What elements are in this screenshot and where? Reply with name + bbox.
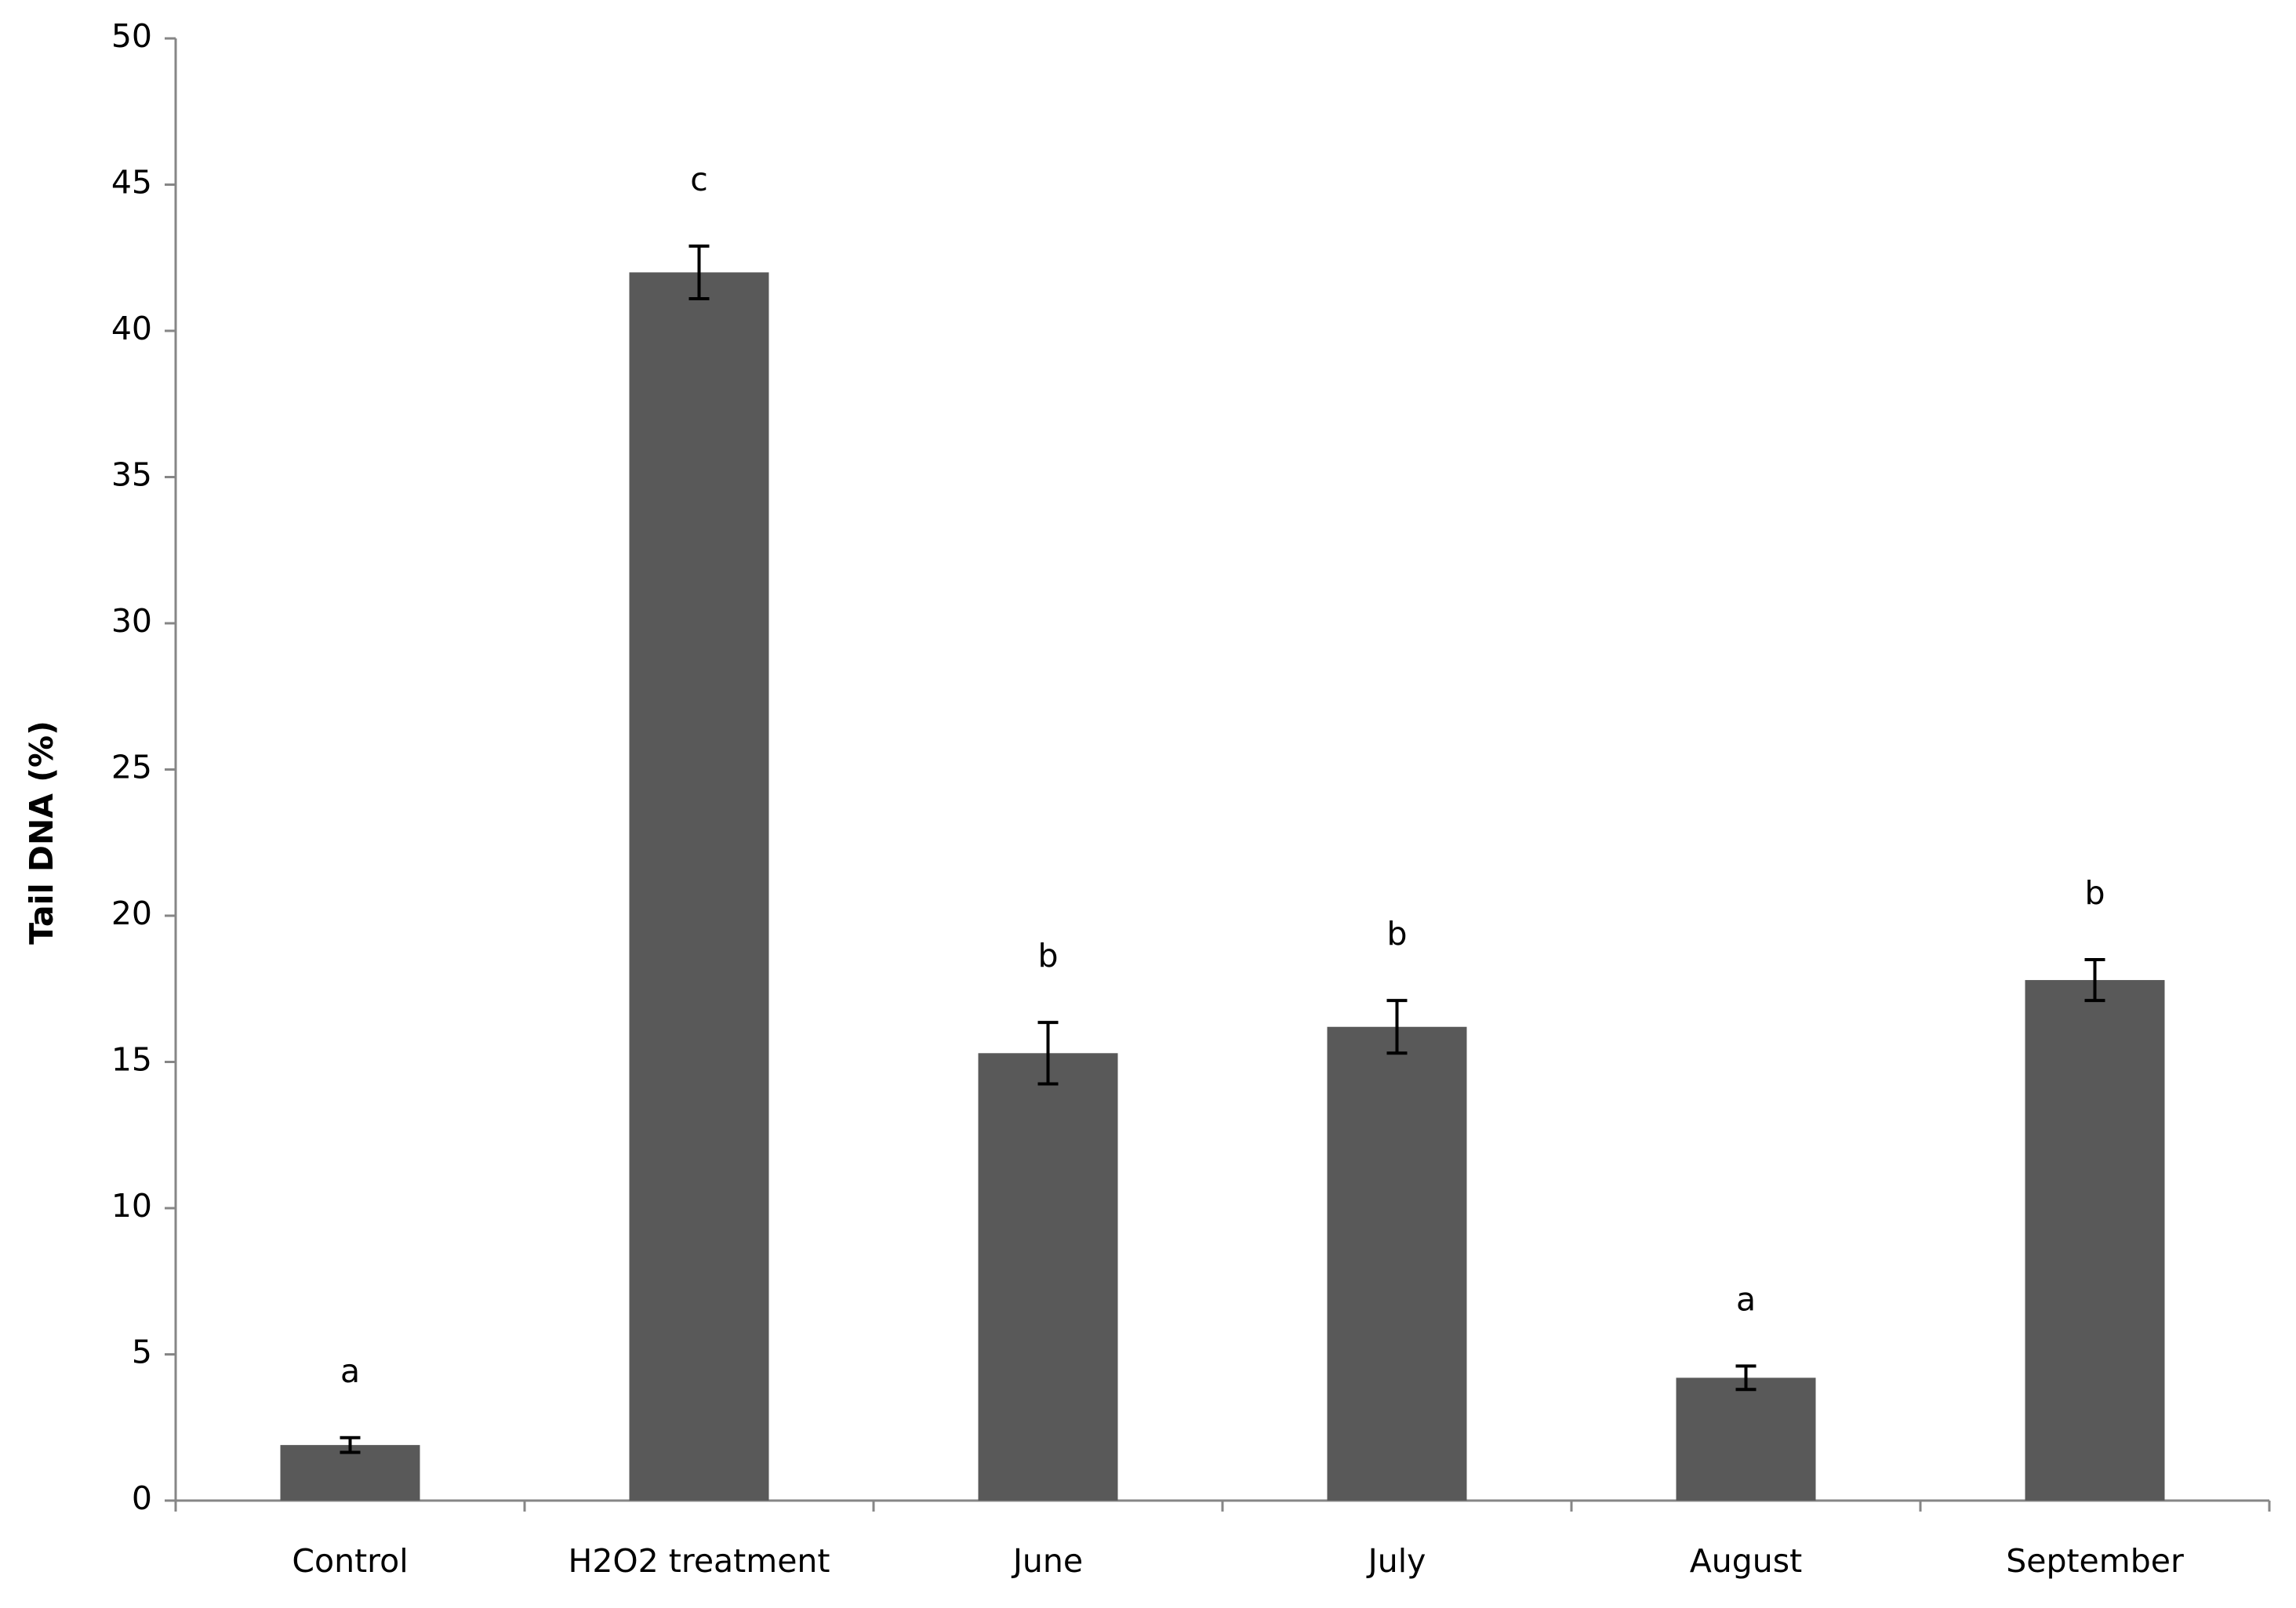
y-axis-label: Tail DNA (%) (23, 721, 60, 945)
y-tick-label: 25 (111, 749, 152, 786)
error-bar (1037, 1021, 1059, 1086)
y-tick-label: 50 (111, 17, 152, 55)
error-bar (688, 244, 710, 300)
y-tick-label: 40 (111, 310, 152, 347)
annotation: b (1037, 937, 1058, 975)
error-bar (1386, 999, 1408, 1055)
annotation: b (1386, 915, 1407, 953)
bar (2025, 980, 2165, 1501)
x-tick-label: August (1690, 1542, 1802, 1580)
y-tick-label: 15 (111, 1041, 152, 1079)
y-tick-label: 5 (132, 1334, 152, 1371)
x-tick-label: Control (292, 1542, 408, 1580)
x-tick-label: September (2006, 1542, 2184, 1580)
x-tick-label: June (1011, 1542, 1083, 1580)
annotation: a (340, 1352, 360, 1390)
x-tick-label: July (1366, 1542, 1426, 1580)
y-tick-label: 20 (111, 895, 152, 932)
y-tick-label: 10 (111, 1187, 152, 1225)
annotation: a (1736, 1280, 1756, 1318)
bar (280, 1445, 420, 1501)
annotation: b (2084, 874, 2105, 912)
y-tick-label: 30 (111, 602, 152, 640)
y-tick-label: 35 (111, 456, 152, 494)
annotation: c (690, 161, 708, 198)
bar (978, 1053, 1118, 1501)
x-tick-label: H2O2 treatment (569, 1542, 830, 1580)
error-bar (2084, 957, 2105, 1003)
y-tick-label: 45 (111, 164, 152, 201)
bar (1327, 1026, 1467, 1501)
bar (1676, 1378, 1816, 1501)
bar (629, 272, 769, 1501)
error-bar (340, 1436, 361, 1454)
y-tick-label: 0 (132, 1479, 152, 1517)
error-bar (1735, 1364, 1757, 1392)
